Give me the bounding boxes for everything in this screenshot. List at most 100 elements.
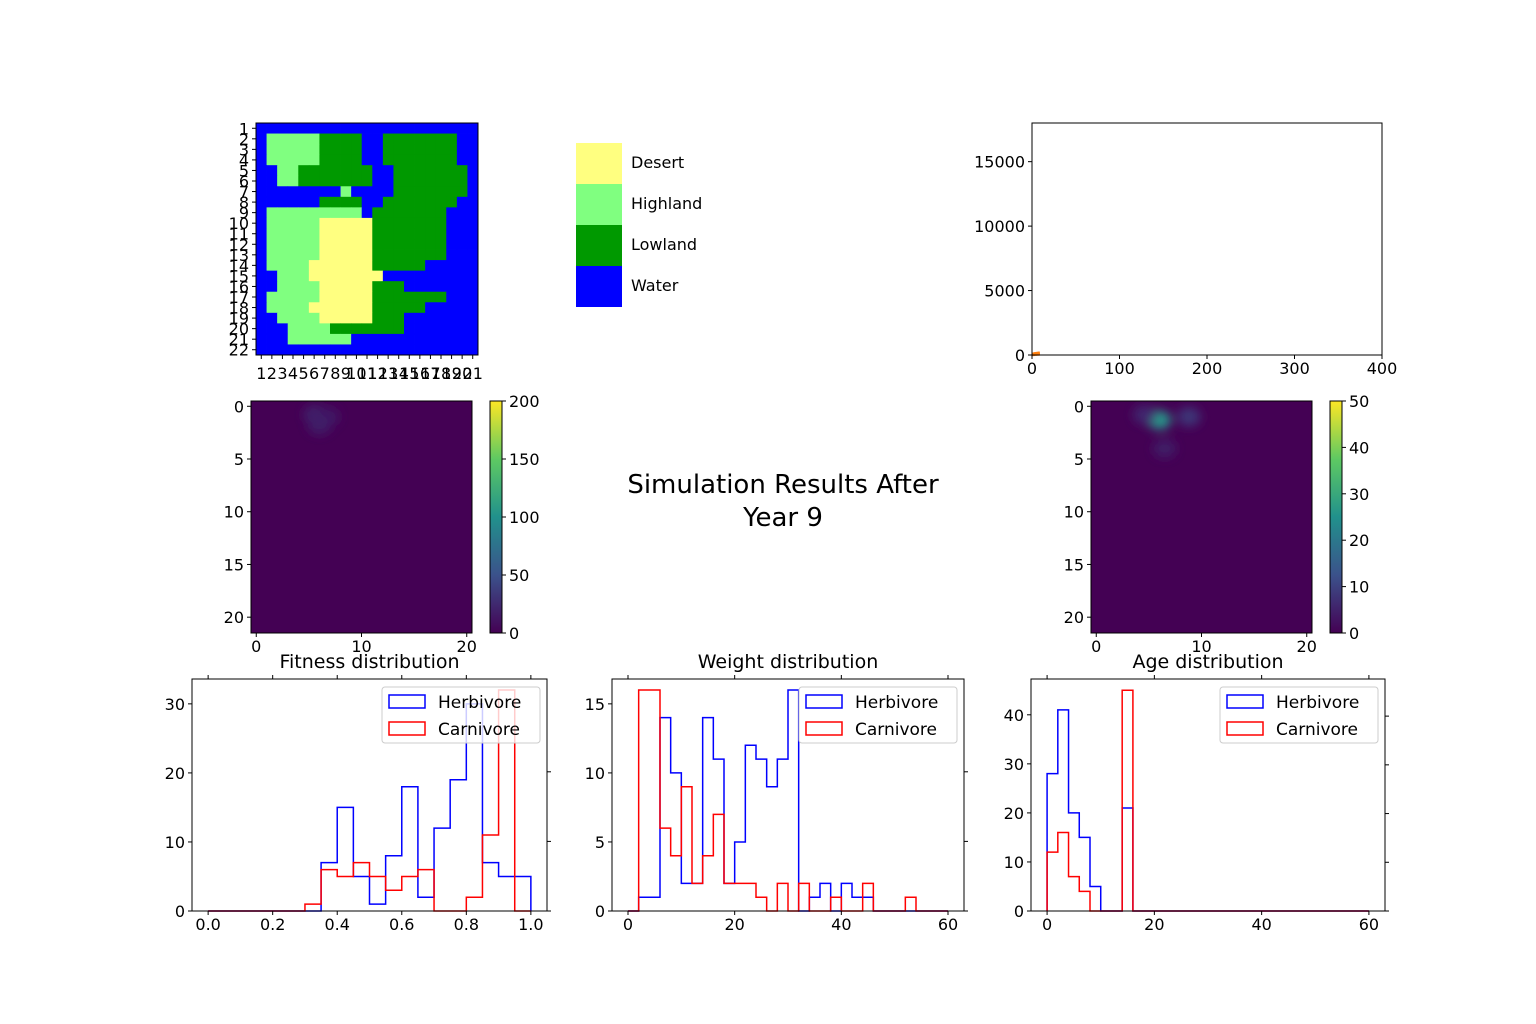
carn-colorbar-tick-label: 0 xyxy=(1349,624,1359,643)
map-cell xyxy=(340,344,352,356)
map-cell xyxy=(308,344,320,356)
map-cell xyxy=(330,260,341,272)
map-cell xyxy=(372,281,384,293)
map-cell xyxy=(287,249,299,261)
map-cell xyxy=(393,260,405,272)
map-cell xyxy=(256,228,267,240)
map-cell xyxy=(435,154,447,166)
map-x-tick-label: 11 xyxy=(357,364,377,383)
map-cell xyxy=(467,281,479,293)
map-cell xyxy=(319,154,331,166)
carn-y-tick-label: 0 xyxy=(1074,397,1084,416)
fitness-histogram: Fitness distribution 0.0 0.2 0.4 0.6 0.8 1.0 0 1… xyxy=(165,651,551,934)
map-cell xyxy=(287,154,299,166)
map-cell xyxy=(404,281,415,293)
map-cell xyxy=(361,165,373,177)
map-cell xyxy=(404,217,415,229)
map-cell xyxy=(308,228,320,240)
map-cell xyxy=(308,144,320,156)
map-cell xyxy=(266,281,278,293)
map-cell xyxy=(330,207,341,219)
map-cell xyxy=(298,217,310,229)
map-cell xyxy=(298,239,310,250)
map-cell xyxy=(298,291,310,303)
map-x-tick-label: 12 xyxy=(367,364,387,383)
map-cell xyxy=(308,281,320,293)
map-cell xyxy=(382,165,394,177)
map-cell xyxy=(277,123,289,134)
age-distribution-x-tick-label: 40 xyxy=(1251,915,1271,934)
herb-y-tick-label: 15 xyxy=(224,555,244,574)
map-cell xyxy=(456,302,468,314)
map-cell xyxy=(287,239,299,250)
map-cell xyxy=(287,123,299,134)
map-cell xyxy=(456,123,468,134)
map-cell xyxy=(435,133,447,145)
map-cell xyxy=(351,270,363,282)
map-cell xyxy=(266,207,278,219)
map-cell xyxy=(308,175,320,187)
map-cell xyxy=(456,165,468,177)
weight-distribution-y-tick-label: 15 xyxy=(585,695,605,714)
map-cell xyxy=(330,165,341,177)
map-cell xyxy=(266,344,278,356)
map-cell xyxy=(446,302,458,314)
map-cell xyxy=(446,239,458,250)
map-cell xyxy=(393,344,405,356)
map-cell xyxy=(435,281,447,293)
map-cell xyxy=(277,207,289,219)
map-cell xyxy=(319,228,331,240)
map-cell xyxy=(393,291,405,303)
map-cell xyxy=(372,217,384,229)
fitness-distribution-x-tick-label: 0.0 xyxy=(195,915,220,934)
map-cell xyxy=(330,144,341,156)
map-cell xyxy=(319,186,331,198)
map-cell xyxy=(446,270,458,282)
map-cell xyxy=(361,154,373,166)
map-cell xyxy=(256,323,267,335)
map-cell xyxy=(382,249,394,261)
fitness-distribution-frame xyxy=(191,678,548,912)
herb-colorbar-tick-label: 50 xyxy=(509,566,529,585)
herbivore-hotspots xyxy=(303,405,340,435)
map-cell xyxy=(435,239,447,250)
map-cell xyxy=(467,333,479,345)
map-cell xyxy=(456,270,468,282)
map-cell xyxy=(414,239,426,250)
map-cell xyxy=(340,228,352,240)
fitness-distribution-x-tick-label: 1.0 xyxy=(518,915,543,934)
weight-distribution-legend-swatch xyxy=(805,694,843,709)
map-cell xyxy=(467,323,479,335)
map-cell xyxy=(425,249,437,261)
map-cell xyxy=(393,175,405,187)
map-cell xyxy=(319,144,331,156)
fitness-distribution-x-tick-label: 0.6 xyxy=(389,915,414,934)
map-cell xyxy=(298,186,310,198)
map-cell xyxy=(372,207,384,219)
map-cell xyxy=(308,207,320,219)
map-cell xyxy=(425,228,437,240)
legend-swatch-desert xyxy=(576,143,622,184)
map-cell xyxy=(435,196,447,208)
herb-colorbar-tick-label: 100 xyxy=(509,508,540,527)
map-x-tick-label: 1 xyxy=(256,364,266,383)
population-series xyxy=(1031,351,1040,357)
map-cell xyxy=(351,333,363,345)
map-cell xyxy=(330,270,341,282)
map-cell xyxy=(266,154,278,166)
map-cell xyxy=(456,228,468,240)
map-cell xyxy=(298,333,310,345)
map-cell xyxy=(298,154,310,166)
map-cell xyxy=(404,323,415,335)
map-cell xyxy=(266,302,278,314)
map-cell xyxy=(467,260,479,272)
herb-y-tick-label: 20 xyxy=(224,608,244,627)
map-cell xyxy=(467,217,479,229)
map-cell xyxy=(456,144,468,156)
map-cell xyxy=(456,133,468,145)
map-cell xyxy=(404,270,415,282)
map-cell xyxy=(446,154,458,166)
map-cell xyxy=(467,302,479,314)
map-cell xyxy=(330,217,341,229)
map-cell xyxy=(393,312,405,324)
